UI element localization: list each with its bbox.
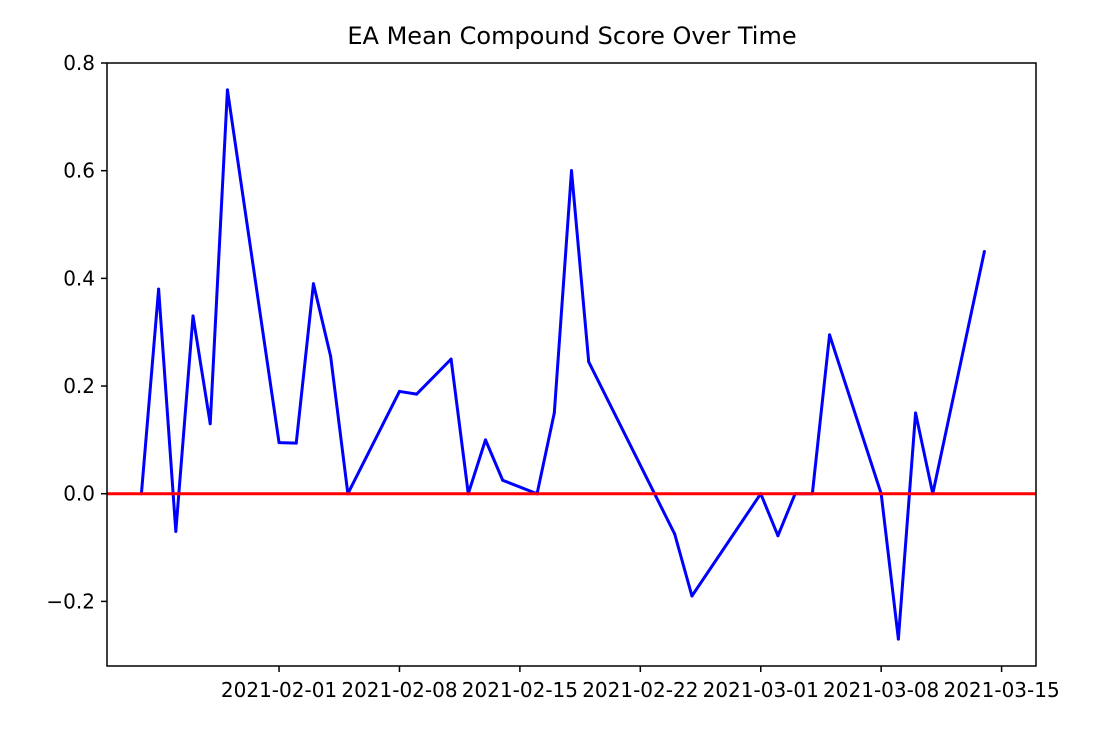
x-axis: 2021-02-01 2021-02-08 2021-02-15 2021-02-22… bbox=[221, 666, 1060, 702]
data-point bbox=[552, 411, 556, 415]
data-point bbox=[294, 441, 298, 445]
data-point bbox=[828, 333, 832, 337]
data-point bbox=[690, 594, 694, 598]
y-tick-label: 0.0 bbox=[63, 482, 95, 506]
series-line bbox=[139, 88, 986, 641]
data-point bbox=[208, 422, 212, 426]
y-tick-label: 0.8 bbox=[63, 51, 95, 75]
data-point bbox=[191, 314, 195, 318]
data-point bbox=[329, 354, 333, 358]
data-point bbox=[397, 389, 401, 393]
y-tick-label: 0.2 bbox=[63, 374, 95, 398]
x-tick-label: 2021-02-22 bbox=[582, 678, 698, 702]
x-tick-label: 2021-03-15 bbox=[943, 678, 1059, 702]
data-point bbox=[570, 169, 573, 173]
data-point bbox=[277, 441, 281, 445]
data-point bbox=[483, 438, 487, 442]
data-point bbox=[776, 534, 780, 538]
data-point bbox=[587, 360, 591, 364]
data-point bbox=[501, 478, 505, 482]
x-tick-label: 2021-02-15 bbox=[462, 678, 578, 702]
chart-title: EA Mean Compound Score Over Time bbox=[347, 22, 796, 50]
data-point bbox=[896, 637, 900, 641]
y-tick-label: 0.6 bbox=[63, 159, 95, 183]
y-axis: −0.2 0.0 0.2 0.4 0.6 0.8 bbox=[46, 51, 107, 613]
data-point bbox=[174, 529, 178, 533]
x-tick-label: 2021-03-08 bbox=[823, 678, 939, 702]
data-point bbox=[982, 249, 986, 253]
data-point bbox=[311, 282, 315, 286]
x-tick-label: 2021-02-08 bbox=[341, 678, 457, 702]
y-tick-label: 0.4 bbox=[63, 266, 95, 290]
data-point bbox=[157, 287, 161, 291]
plot-frame bbox=[106, 62, 1037, 667]
data-point bbox=[225, 88, 229, 92]
plot-area bbox=[107, 88, 1036, 641]
data-point bbox=[673, 532, 677, 536]
y-tick-label: −0.2 bbox=[46, 589, 95, 613]
data-point bbox=[914, 411, 918, 415]
x-tick-label: 2021-03-01 bbox=[703, 678, 819, 702]
data-point bbox=[449, 357, 453, 361]
data-point bbox=[415, 392, 419, 396]
x-tick-label: 2021-02-01 bbox=[221, 678, 337, 702]
